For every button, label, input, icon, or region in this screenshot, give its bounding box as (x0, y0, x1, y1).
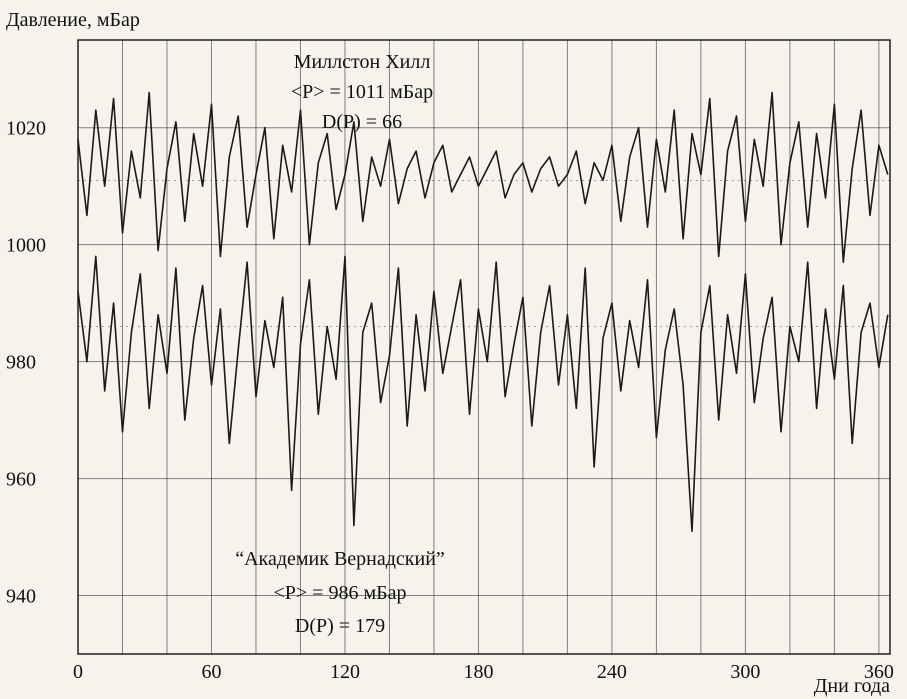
y-tick-label: 1020 (6, 118, 46, 140)
x-axis-label: Дни года (814, 675, 890, 697)
x-tick-label: 360 (864, 661, 894, 683)
top-dispersion: D(P) = 66 (322, 111, 402, 133)
x-tick-label: 240 (597, 661, 627, 683)
top-station-name: Миллстон Хилл (294, 51, 431, 73)
bottom-station-name: “Академик Вернадский” (235, 548, 445, 570)
x-tick-label: 180 (463, 661, 493, 683)
grid-lines (77, 40, 890, 654)
series-line-1 (77, 91, 889, 264)
bottom-dispersion: D(P) = 179 (295, 615, 385, 637)
y-tick-label: 960 (6, 469, 36, 491)
x-tick-label: 300 (730, 661, 760, 683)
top-annotation: Миллстон Хилл <P> = 1011 мБар D(P) = 66 (291, 51, 433, 133)
tick-labels: 940 960 980 1000 1020 0 60 120 180 240 300 360 (6, 118, 894, 683)
x-tick-label: 120 (330, 661, 360, 683)
bottom-annotation: “Академик Вернадский” <P> = 986 мБар D(P… (235, 548, 445, 637)
y-tick-label: 1000 (6, 235, 46, 257)
y-tick-label: 940 (6, 586, 36, 608)
x-tick-label: 0 (73, 661, 83, 683)
y-axis-label: Давление, мБар (6, 9, 140, 31)
series-line-2 (77, 255, 889, 533)
x-tick-label: 60 (201, 661, 221, 683)
top-mean-pressure: <P> = 1011 мБар (291, 81, 433, 103)
y-tick-label: 980 (6, 352, 36, 374)
series-lines (77, 91, 890, 533)
plot-frame (77, 39, 891, 655)
bottom-mean-pressure: <P> = 986 мБар (274, 582, 407, 604)
